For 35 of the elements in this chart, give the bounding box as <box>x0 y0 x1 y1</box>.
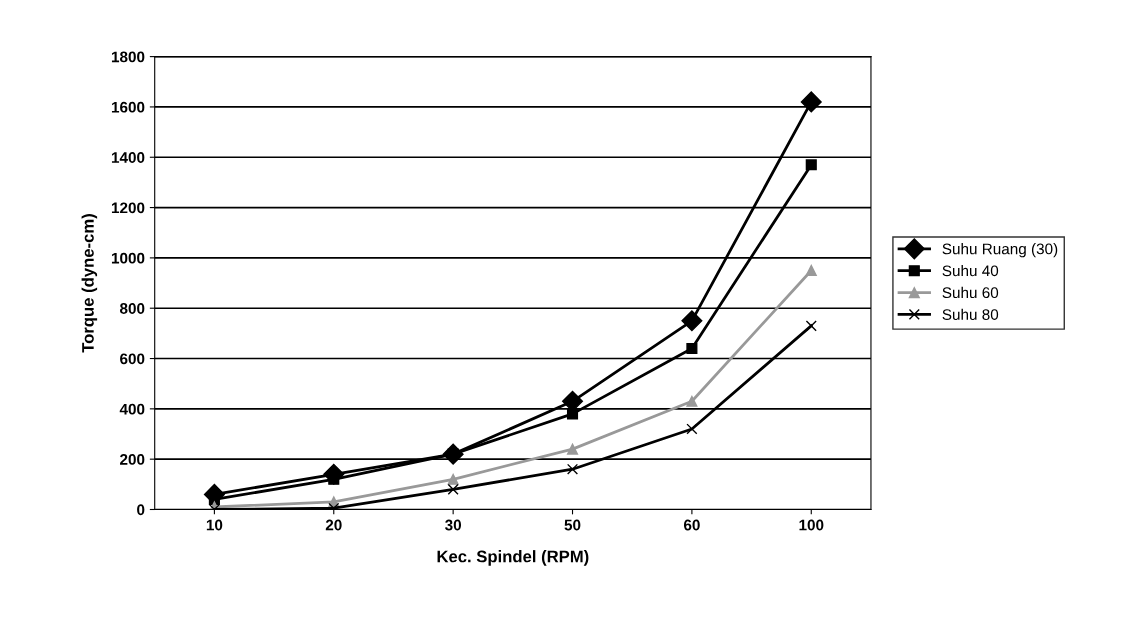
y-tick-label: 0 <box>137 504 145 516</box>
legend-label: Suhu Ruang (30) <box>942 243 1058 258</box>
y-tick-label: 800 <box>119 303 145 314</box>
legend-label: Suhu 40 <box>942 264 999 277</box>
x-tick-label: 30 <box>445 519 462 531</box>
y-tick-label: 400 <box>119 403 145 415</box>
y-axis-title: Torque (dyne-cm) <box>81 214 98 353</box>
point <box>566 443 579 455</box>
y-tick-label: 1000 <box>111 252 145 264</box>
y-tick-label: 1400 <box>111 152 145 163</box>
point <box>566 408 579 420</box>
point <box>686 342 698 355</box>
point <box>447 473 459 485</box>
point <box>805 159 817 171</box>
x-tick-label: 20 <box>325 519 342 531</box>
point <box>805 264 817 277</box>
y-tick-label: 1600 <box>111 101 145 113</box>
x-tick-label: 10 <box>206 519 223 531</box>
point <box>681 310 703 332</box>
point <box>805 320 817 332</box>
x-tick-label: 50 <box>564 519 581 531</box>
point <box>447 483 459 495</box>
legend-label: Suhu 60 <box>942 286 999 299</box>
y-tick-label: 1800 <box>111 51 145 63</box>
point <box>566 463 579 475</box>
x-axis-title: Kec. Spindel (RPM) <box>437 550 589 566</box>
legend-label: Suhu 80 <box>942 308 999 320</box>
y-tick-label: 200 <box>120 454 145 465</box>
point <box>800 91 822 113</box>
y-tick-label: 600 <box>120 353 145 365</box>
x-tick-label: 60 <box>683 519 700 531</box>
point <box>686 423 698 435</box>
point <box>686 395 698 407</box>
y-tick-label: 1200 <box>111 202 145 214</box>
x-tick-label: 100 <box>799 519 824 531</box>
